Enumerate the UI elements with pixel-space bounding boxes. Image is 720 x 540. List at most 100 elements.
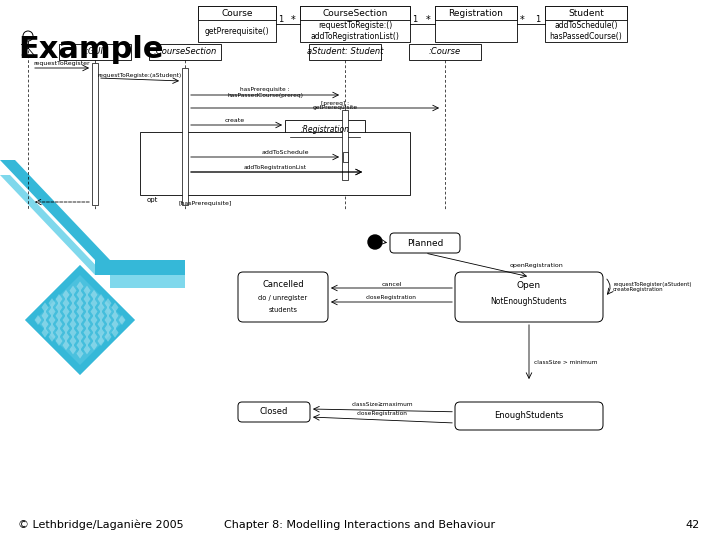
Polygon shape — [104, 298, 112, 308]
Polygon shape — [0, 175, 105, 275]
Polygon shape — [91, 298, 97, 308]
Polygon shape — [70, 328, 76, 338]
Polygon shape — [55, 302, 63, 313]
Polygon shape — [42, 302, 48, 313]
Bar — [149, 44, 221, 60]
Text: do / unregister: do / unregister — [258, 295, 307, 301]
Polygon shape — [63, 315, 70, 325]
FancyBboxPatch shape — [455, 402, 603, 430]
Polygon shape — [42, 328, 48, 338]
Text: requestToRegiste:(): requestToRegiste:() — [318, 21, 392, 30]
Polygon shape — [76, 281, 84, 292]
Polygon shape — [70, 311, 76, 321]
Polygon shape — [84, 336, 91, 346]
Polygon shape — [35, 315, 42, 325]
Polygon shape — [91, 307, 97, 316]
Polygon shape — [70, 336, 76, 346]
Polygon shape — [70, 319, 76, 329]
Text: classSize≥maximum: classSize≥maximum — [351, 402, 413, 408]
Polygon shape — [84, 328, 91, 338]
Text: *: * — [291, 15, 295, 25]
Polygon shape — [112, 319, 119, 329]
Polygon shape — [91, 332, 97, 342]
Text: Student: Student — [568, 9, 604, 17]
Text: :GUI: :GUI — [86, 48, 104, 57]
Polygon shape — [91, 290, 97, 300]
Text: CourseSection: CourseSection — [323, 9, 387, 17]
Text: © Lethbridge/Laganière 2005: © Lethbridge/Laganière 2005 — [18, 519, 184, 530]
Polygon shape — [55, 319, 63, 329]
Polygon shape — [97, 336, 104, 346]
Text: aStudent: Student: aStudent: Student — [307, 48, 383, 57]
Bar — [59, 44, 131, 60]
Text: Example: Example — [18, 35, 163, 64]
Polygon shape — [63, 298, 70, 308]
Text: hasPrerequisite :: hasPrerequisite : — [240, 87, 290, 92]
Polygon shape — [97, 328, 104, 338]
Polygon shape — [25, 265, 135, 375]
Text: requestToRegister(aStudent)
createRegistration: requestToRegister(aStudent) createRegist… — [613, 281, 691, 292]
Polygon shape — [119, 315, 125, 325]
Polygon shape — [76, 332, 84, 342]
Bar — [300, 6, 410, 42]
Polygon shape — [76, 340, 84, 350]
Polygon shape — [84, 311, 91, 321]
Text: Planned: Planned — [407, 239, 444, 247]
Bar — [545, 6, 627, 20]
Bar — [409, 44, 481, 60]
Text: getPrerequisite(): getPrerequisite() — [204, 26, 269, 36]
Polygon shape — [48, 332, 55, 342]
Polygon shape — [63, 323, 70, 333]
Bar — [92, 63, 98, 205]
Polygon shape — [76, 323, 84, 333]
Polygon shape — [112, 328, 119, 338]
Text: Open: Open — [517, 281, 541, 291]
Text: hasPassedCourse(): hasPassedCourse() — [549, 32, 622, 41]
Bar — [198, 6, 276, 20]
Polygon shape — [70, 286, 76, 295]
Text: 42: 42 — [685, 520, 700, 530]
Text: cancel: cancel — [382, 281, 402, 287]
Polygon shape — [84, 345, 91, 354]
Polygon shape — [76, 315, 84, 325]
Polygon shape — [84, 286, 91, 295]
Text: NotEnoughStudents: NotEnoughStudents — [491, 296, 567, 306]
Text: addToRegistrationList: addToRegistrationList — [243, 165, 307, 171]
Polygon shape — [55, 328, 63, 338]
Polygon shape — [97, 311, 104, 321]
Text: [hasPrerequisite]: [hasPrerequisite] — [179, 201, 232, 206]
Polygon shape — [84, 294, 91, 304]
Text: openRegistration: openRegistration — [510, 262, 564, 267]
Polygon shape — [91, 323, 97, 333]
Polygon shape — [25, 265, 135, 375]
Polygon shape — [48, 307, 55, 316]
FancyBboxPatch shape — [238, 402, 310, 422]
Polygon shape — [0, 160, 110, 260]
Text: 1: 1 — [279, 16, 284, 24]
Polygon shape — [97, 302, 104, 313]
Polygon shape — [55, 311, 63, 321]
Polygon shape — [95, 260, 185, 275]
Polygon shape — [45, 285, 115, 355]
Polygon shape — [91, 315, 97, 325]
Text: hasPassedCourse(prereq): hasPassedCourse(prereq) — [227, 92, 303, 98]
Polygon shape — [48, 298, 55, 308]
Polygon shape — [42, 311, 48, 321]
Bar — [300, 6, 410, 20]
Polygon shape — [112, 302, 119, 313]
Text: students: students — [269, 307, 297, 313]
Bar — [182, 68, 188, 205]
Text: :Registration: :Registration — [300, 125, 349, 133]
Text: getPrerequisite: getPrerequisite — [312, 105, 358, 111]
Bar — [198, 6, 276, 42]
Text: addToSchedule: addToSchedule — [261, 151, 309, 156]
Polygon shape — [97, 319, 104, 329]
Text: 1: 1 — [413, 16, 418, 24]
Bar — [343, 152, 348, 162]
Text: addToSchedule(): addToSchedule() — [554, 21, 618, 30]
Polygon shape — [97, 294, 104, 304]
Bar — [140, 132, 410, 195]
FancyBboxPatch shape — [390, 233, 460, 253]
Polygon shape — [35, 275, 125, 365]
Text: addToRegistrationList(): addToRegistrationList() — [310, 32, 400, 41]
